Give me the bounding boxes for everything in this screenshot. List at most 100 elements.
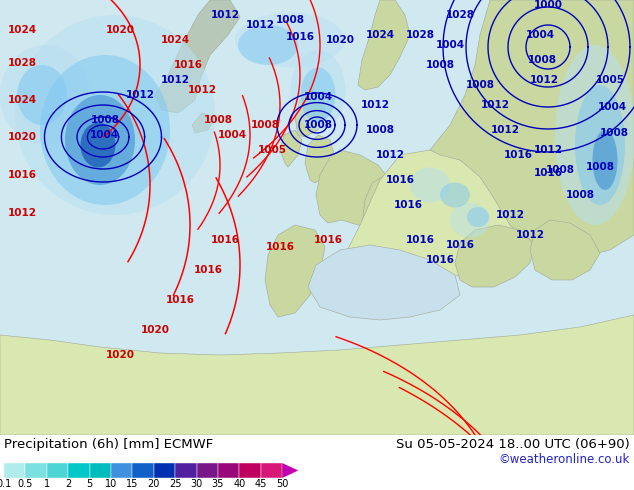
Text: 1012: 1012: [496, 210, 524, 220]
Text: 20: 20: [148, 479, 160, 489]
Text: Precipitation (6h) [mm] ECMWF: Precipitation (6h) [mm] ECMWF: [4, 438, 213, 451]
Text: 1008: 1008: [91, 115, 119, 125]
Ellipse shape: [81, 122, 115, 168]
Ellipse shape: [238, 25, 298, 65]
Text: 45: 45: [255, 479, 267, 489]
Ellipse shape: [65, 95, 135, 185]
Text: 0.1: 0.1: [0, 479, 11, 489]
Text: ©weatheronline.co.uk: ©weatheronline.co.uk: [498, 453, 630, 466]
Polygon shape: [282, 463, 298, 478]
Text: 1012: 1012: [188, 85, 216, 95]
Polygon shape: [280, 130, 302, 167]
Text: 1004: 1004: [597, 102, 626, 112]
Bar: [4, 463, 25, 478]
Text: 1008: 1008: [276, 15, 304, 25]
Text: 1005: 1005: [257, 145, 287, 155]
Polygon shape: [295, 90, 326, 137]
Text: 40: 40: [233, 479, 245, 489]
Bar: [154, 463, 175, 478]
Text: 1012: 1012: [481, 100, 510, 110]
Text: 1020: 1020: [105, 25, 134, 35]
Polygon shape: [155, 0, 240, 113]
Ellipse shape: [575, 85, 625, 205]
Text: 1016: 1016: [533, 168, 562, 178]
Bar: [175, 463, 197, 478]
Polygon shape: [265, 225, 325, 317]
Bar: [133, 463, 154, 478]
Text: 1016: 1016: [394, 200, 422, 210]
Text: 1016: 1016: [313, 235, 342, 245]
Text: 1008: 1008: [204, 115, 233, 125]
Text: 1012: 1012: [245, 20, 275, 30]
Text: 1012: 1012: [491, 125, 519, 135]
Text: 1016: 1016: [446, 240, 474, 250]
Bar: [218, 463, 240, 478]
Text: 1004: 1004: [436, 40, 465, 50]
Ellipse shape: [17, 65, 67, 125]
Text: 1016: 1016: [406, 235, 434, 245]
Text: 1028: 1028: [8, 58, 37, 68]
Text: 1012: 1012: [160, 75, 190, 85]
Ellipse shape: [40, 55, 170, 205]
Ellipse shape: [301, 68, 335, 122]
Text: 1004: 1004: [217, 130, 247, 140]
Text: 50: 50: [276, 479, 288, 489]
Text: 1016: 1016: [285, 32, 314, 42]
Polygon shape: [362, 177, 390, 247]
Bar: [89, 463, 111, 478]
Text: 1024: 1024: [365, 30, 394, 40]
Text: 5: 5: [86, 479, 93, 489]
Ellipse shape: [290, 50, 346, 130]
Text: 1012: 1012: [533, 145, 562, 155]
Ellipse shape: [440, 182, 470, 207]
Text: 1012: 1012: [8, 208, 37, 218]
Text: 1016: 1016: [193, 265, 223, 275]
Text: Su 05-05-2024 18..00 UTC (06+90): Su 05-05-2024 18..00 UTC (06+90): [396, 438, 630, 451]
Bar: [240, 463, 261, 478]
Text: 15: 15: [126, 479, 139, 489]
Text: 1008: 1008: [527, 55, 557, 65]
Text: 1020: 1020: [8, 132, 37, 142]
Polygon shape: [430, 0, 634, 257]
Polygon shape: [358, 0, 410, 90]
Text: 1008: 1008: [566, 190, 595, 200]
Text: 1012: 1012: [126, 90, 155, 100]
Text: 25: 25: [169, 479, 181, 489]
Polygon shape: [316, 150, 395, 230]
Text: 0.5: 0.5: [18, 479, 33, 489]
Text: 1024: 1024: [160, 35, 190, 45]
Text: 1020: 1020: [105, 350, 134, 360]
Text: 1012: 1012: [210, 10, 240, 20]
Text: 1012: 1012: [361, 100, 389, 110]
Text: 1004: 1004: [304, 92, 333, 102]
Text: 1016: 1016: [165, 295, 195, 305]
Text: 2: 2: [65, 479, 71, 489]
Bar: [111, 463, 133, 478]
Text: 1020: 1020: [141, 325, 169, 335]
Polygon shape: [455, 225, 535, 287]
Text: 1016: 1016: [385, 175, 415, 185]
Text: 1008: 1008: [600, 128, 628, 138]
Polygon shape: [192, 113, 215, 133]
Text: 1000: 1000: [533, 0, 562, 10]
Ellipse shape: [450, 202, 490, 238]
Text: 1024: 1024: [8, 25, 37, 35]
Text: 1028: 1028: [446, 10, 474, 20]
Text: 1016: 1016: [210, 235, 240, 245]
Text: 1028: 1028: [406, 30, 434, 40]
Ellipse shape: [235, 13, 345, 68]
Ellipse shape: [410, 168, 450, 202]
Text: 1008: 1008: [465, 80, 495, 90]
Text: 1016: 1016: [503, 150, 533, 160]
Polygon shape: [305, 135, 335, 183]
Text: 1: 1: [44, 479, 50, 489]
Text: 1004: 1004: [89, 130, 119, 140]
Polygon shape: [340, 150, 520, 280]
Text: 1024: 1024: [8, 95, 37, 105]
Bar: [68, 463, 89, 478]
Polygon shape: [530, 220, 600, 280]
Text: 1016: 1016: [8, 170, 37, 180]
Text: 1008: 1008: [304, 120, 332, 130]
Text: 1012: 1012: [515, 230, 545, 240]
Polygon shape: [0, 315, 634, 435]
